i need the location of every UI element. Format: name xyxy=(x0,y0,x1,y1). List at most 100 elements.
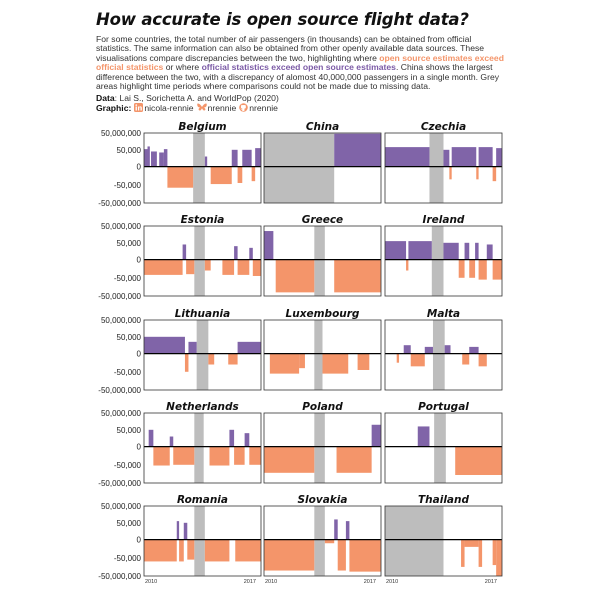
missing-region-thailand-0 xyxy=(385,506,444,576)
butterfly-icon[interactable] xyxy=(196,103,207,114)
bar-slovakia-1 xyxy=(324,539,335,544)
bar-estonia-7 xyxy=(237,259,250,275)
bar-lithuania-3 xyxy=(208,353,215,365)
panel-border-ireland xyxy=(384,225,503,297)
missing-region-poland-0 xyxy=(314,413,325,483)
graphic-credit-label: Graphic xyxy=(96,103,129,114)
bar-romania-7 xyxy=(235,539,261,562)
bar-poland-3 xyxy=(371,424,381,447)
y-tick-label-romania-1: 50,000 xyxy=(117,519,142,528)
subtitle-highlight-purple: official statistics exceed open source e… xyxy=(201,62,396,73)
y-tick-label-estonia-1: 50,000 xyxy=(117,239,142,248)
bar-portugal-1 xyxy=(417,426,430,447)
panel-title-thailand: Thailand xyxy=(418,494,469,506)
x-tick-label-end-slovakia: 2017 xyxy=(364,579,376,585)
bar-portugal-4 xyxy=(455,446,502,475)
bar-belgium-13 xyxy=(242,149,252,167)
linkedin-handle[interactable]: nicola-rennie xyxy=(144,103,194,114)
missing-region-czechia-0 xyxy=(429,133,444,203)
bar-belgium-6 xyxy=(163,149,168,167)
panel-border-thailand xyxy=(384,505,503,577)
y-tick-label-estonia-0: 50,000,000 xyxy=(101,222,142,231)
bar-ireland-6 xyxy=(469,259,476,278)
panel-title-ireland: Ireland xyxy=(423,214,465,226)
bar-slovakia-5 xyxy=(349,539,381,572)
bar-ireland-3 xyxy=(443,242,459,260)
y-tick-label-belgium-0: 50,000,000 xyxy=(101,129,142,138)
bar-malta-1 xyxy=(396,353,400,363)
panel-title-poland: Poland xyxy=(302,401,343,413)
panel-border-luxembourg xyxy=(263,319,382,391)
bar-malta-9 xyxy=(469,346,479,354)
panel-title-malta: Malta xyxy=(427,308,460,320)
linkedin-icon[interactable] xyxy=(134,103,144,114)
y-tick-label-netherlands-4: -50,000,000 xyxy=(98,479,141,488)
x-tick-label-start-slovakia: 2010 xyxy=(265,579,277,585)
y-tick-label-belgium-3: -50,000 xyxy=(114,181,142,190)
bar-netherlands-7 xyxy=(229,429,235,447)
github-handle[interactable]: nrennie xyxy=(249,103,278,114)
bar-estonia-5 xyxy=(222,259,235,275)
bar-belgium-8 xyxy=(204,156,208,167)
panel-title-estonia: Estonia xyxy=(181,214,225,226)
bluesky-handle[interactable]: nrennie xyxy=(207,103,237,114)
bar-slovakia-3 xyxy=(337,539,346,571)
bar-luxembourg-2 xyxy=(299,353,305,369)
x-tick-label-end-romania: 2017 xyxy=(244,579,256,585)
bar-belgium-11 xyxy=(231,149,238,167)
bar-romania-0 xyxy=(144,539,177,562)
y-tick-label-romania-0: 50,000,000 xyxy=(101,502,142,511)
panel-border-romania xyxy=(143,505,262,577)
x-tick-label-start-romania: 2010 xyxy=(145,579,157,585)
y-tick-label-estonia-4: -50,000,000 xyxy=(98,292,141,301)
missing-region-luxembourg-0 xyxy=(314,320,323,390)
bar-luxembourg-1 xyxy=(269,353,300,374)
bar-malta-3 xyxy=(403,345,411,354)
bar-ireland-4 xyxy=(458,259,465,278)
bar-czechia-7 xyxy=(496,148,502,167)
y-tick-label-lithuania-4: -50,000,000 xyxy=(98,386,141,395)
bar-ireland-9 xyxy=(486,244,493,260)
panel-title-china: China xyxy=(306,121,339,133)
panel-border-belgium xyxy=(143,132,262,204)
bar-romania-3 xyxy=(183,522,188,540)
panel-title-luxembourg: Luxembourg xyxy=(286,308,360,320)
x-tick-label-start-thailand: 2010 xyxy=(386,579,398,585)
bar-lithuania-0 xyxy=(144,336,185,354)
bar-belgium-3 xyxy=(151,151,157,167)
bar-estonia-9 xyxy=(252,259,261,276)
y-tick-label-netherlands-3: -50,000 xyxy=(114,461,142,470)
y-tick-label-netherlands-0: 50,000,000 xyxy=(101,409,142,418)
missing-region-greece-0 xyxy=(314,226,325,296)
bar-greece-2 xyxy=(275,259,315,293)
bar-belgium-12 xyxy=(237,166,243,183)
bar-netherlands-4 xyxy=(173,446,195,465)
bar-greece-0 xyxy=(264,231,274,260)
data-source-text: : Lai S., Sorichetta A. and WorldPop (20… xyxy=(114,93,279,104)
y-tick-label-belgium-1: 50,000 xyxy=(117,146,142,155)
data-source: Data: Lai S., Sorichetta A. and WorldPop… xyxy=(96,93,506,103)
subtitle-text-1: For some countries, the total number of … xyxy=(96,34,485,63)
panel-border-malta xyxy=(384,319,503,391)
bar-romania-5 xyxy=(204,539,230,562)
panel-title-lithuania: Lithuania xyxy=(175,308,231,320)
y-tick-label-lithuania-0: 50,000,000 xyxy=(101,316,142,325)
bar-netherlands-3 xyxy=(169,436,174,447)
bar-thailand-2 xyxy=(464,539,479,547)
panel-title-greece: Greece xyxy=(302,214,343,226)
panel-border-netherlands xyxy=(143,412,262,484)
y-tick-label-lithuania-3: -50,000 xyxy=(114,368,142,377)
bar-thailand-6 xyxy=(496,539,502,576)
missing-region-belgium-0 xyxy=(193,133,205,203)
bar-malta-6 xyxy=(444,345,451,354)
bar-estonia-2 xyxy=(186,259,195,275)
y-tick-label-lithuania-2: 0 xyxy=(137,350,142,359)
missing-region-romania-0 xyxy=(194,506,205,576)
missing-region-lithuania-0 xyxy=(196,320,209,390)
panel-border-slovakia xyxy=(263,505,382,577)
bar-luxembourg-6 xyxy=(357,353,370,370)
github-icon[interactable] xyxy=(239,103,249,114)
y-tick-label-belgium-4: -50,000,000 xyxy=(98,199,141,208)
bar-netherlands-1 xyxy=(148,429,154,447)
